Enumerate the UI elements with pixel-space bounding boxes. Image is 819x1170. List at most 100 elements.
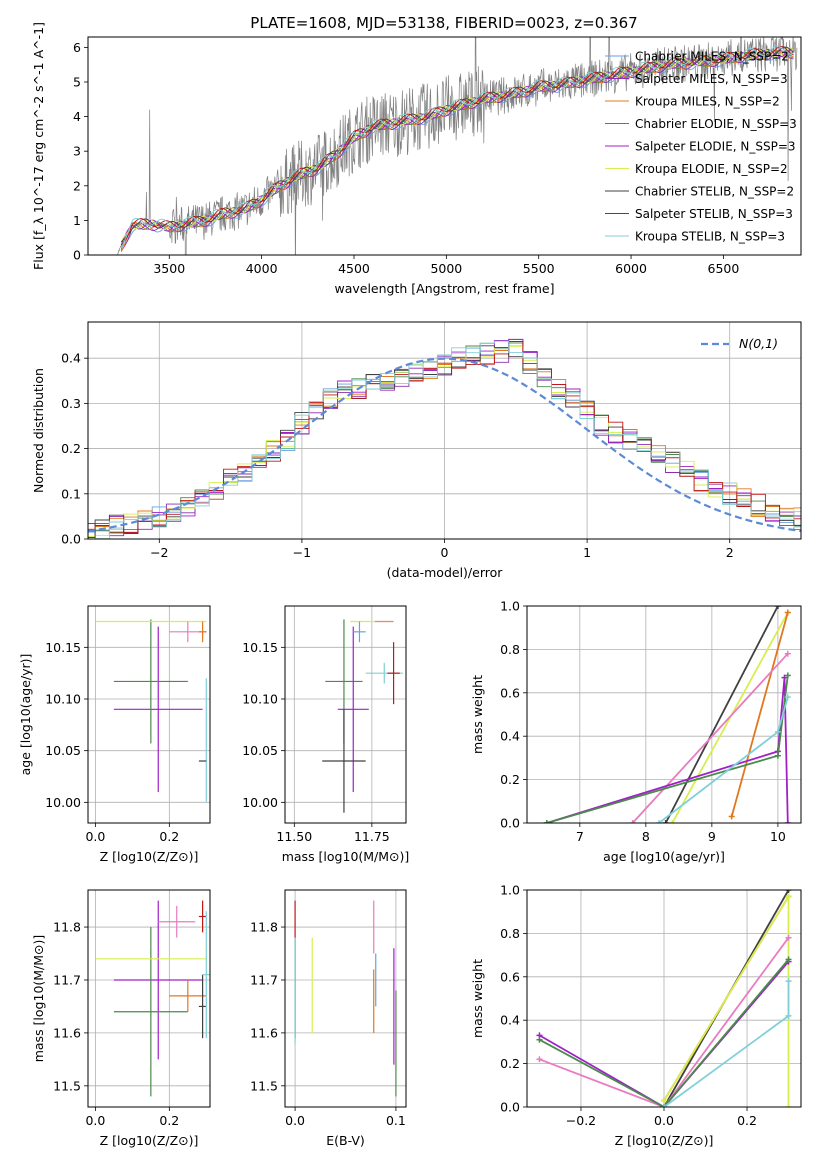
weight-line-3 bbox=[539, 937, 790, 1107]
plot-area bbox=[95, 619, 207, 803]
y-tick-label: 0.0 bbox=[61, 532, 81, 547]
figure-title: PLATE=1608, MJD=53138, FIBERID=0023, z=0… bbox=[250, 14, 637, 32]
y-tick-label: 10.00 bbox=[242, 795, 278, 810]
axes-frame bbox=[284, 605, 407, 824]
plot-area bbox=[536, 890, 792, 1107]
error-bar-point bbox=[387, 642, 400, 705]
x-tick-label: 0.2 bbox=[159, 1113, 179, 1128]
histogram-5 bbox=[88, 345, 801, 537]
weight-line-5 bbox=[539, 958, 790, 1107]
y-tick-label: 11.6 bbox=[250, 1025, 278, 1040]
y-tick-label: 0.6 bbox=[500, 969, 520, 984]
error-bar-point bbox=[353, 621, 366, 643]
x-axis-label: E(B-V) bbox=[326, 1133, 365, 1148]
y-tick-label: 0.8 bbox=[500, 926, 520, 941]
error-bar-point bbox=[113, 626, 203, 792]
y-tick-label: 10.00 bbox=[45, 795, 81, 810]
y-tick-label: 0.2 bbox=[61, 441, 81, 456]
panels: 3500 4000 4500 5000 5500 6000 6500 0 1 2 3 4 5 6 wavel… bbox=[18, 22, 802, 1148]
y-tick-label: 10.10 bbox=[242, 692, 278, 707]
panel-age-vs-mass: 11.50 11.75 10.00 10.05 10.10 10.15 mass [log1… bbox=[242, 605, 409, 864]
x-tick-label: 7 bbox=[576, 829, 584, 844]
y-tick-label: 10.10 bbox=[45, 692, 81, 707]
x-tick-label: 5000 bbox=[430, 261, 462, 276]
y-axis-label: mass weight bbox=[470, 959, 485, 1038]
x-tick-label: 5500 bbox=[523, 261, 555, 276]
model-line-8 bbox=[120, 45, 794, 248]
weight-line-3 bbox=[631, 653, 789, 823]
x-tick-label: −2 bbox=[150, 545, 168, 560]
y-axis-label: mass weight bbox=[470, 675, 485, 754]
y-tick-label: 11.7 bbox=[250, 972, 278, 987]
y-tick-label: 0.1 bbox=[61, 486, 81, 501]
panel-weight-vs-age: 7 8 9 10 0.0 0.2 0.4 0.6 0.8 1.0 age [log10(age/yr… bbox=[470, 599, 802, 864]
x-tick-label: −0.2 bbox=[566, 1113, 596, 1128]
histogram-8 bbox=[88, 340, 801, 539]
legend-label: Salpeter ELODIE, N_SSP=3 bbox=[635, 140, 796, 154]
y-tick-label: 1.0 bbox=[500, 883, 520, 898]
y-tick-label: 11.7 bbox=[53, 972, 81, 987]
y-tick-label: 10.05 bbox=[242, 743, 278, 758]
model-line-3 bbox=[120, 49, 794, 250]
legend-label: Salpeter STELIB, N_SSP=3 bbox=[635, 207, 793, 221]
x-tick-label: 3500 bbox=[153, 261, 185, 276]
panel-mass-vs-EBV: 0.0 0.1 11.5 11.6 11.7 11.8 E(B-V) bbox=[250, 889, 407, 1148]
x-tick-label: 8 bbox=[642, 829, 650, 844]
x-tick-label: 6500 bbox=[708, 261, 740, 276]
x-tick-label: 0.0 bbox=[654, 1113, 674, 1128]
x-tick-label: 2 bbox=[726, 545, 734, 560]
y-tick-label: 0.2 bbox=[500, 1056, 520, 1071]
legend-label: Kroupa STELIB, N_SSP=3 bbox=[635, 230, 785, 244]
legend: Chabrier MILES, N_SSP=2 Salpeter MILES, N… bbox=[605, 50, 797, 244]
x-tick-label: 0.0 bbox=[285, 1113, 305, 1128]
y-tick-label: 0.8 bbox=[500, 642, 520, 657]
legend-label: Chabrier ELODIE, N_SSP=3 bbox=[635, 117, 797, 131]
y-tick-label: 11.8 bbox=[250, 920, 278, 935]
y-tick-label: 0.4 bbox=[61, 351, 81, 366]
x-axis-label: Z [log10(Z/Z⊙)] bbox=[100, 1133, 199, 1148]
y-tick-label: 11.8 bbox=[53, 920, 81, 935]
y-tick-label: 0.0 bbox=[500, 1100, 520, 1115]
weight-line-2 bbox=[730, 612, 789, 817]
plot-area bbox=[95, 900, 210, 1097]
y-tick-label: 0.0 bbox=[500, 816, 520, 831]
y-tick-label: 2 bbox=[73, 178, 81, 193]
legend-label: Chabrier STELIB, N_SSP=2 bbox=[635, 185, 794, 199]
error-bar-point bbox=[198, 621, 207, 643]
legend-label: Salpeter MILES, N_SSP=3 bbox=[635, 72, 788, 86]
y-tick-label: 10.15 bbox=[242, 640, 278, 655]
y-tick-label: 6 bbox=[73, 40, 81, 55]
x-tick-label: 0.2 bbox=[159, 829, 179, 844]
x-tick-label: 0.1 bbox=[386, 1113, 406, 1128]
error-bar-point bbox=[337, 626, 369, 792]
model-line-6 bbox=[120, 46, 794, 243]
error-bar-point bbox=[198, 900, 207, 933]
y-tick-label: 1.0 bbox=[500, 599, 520, 614]
plot-area bbox=[543, 606, 791, 823]
y-tick-label: 3 bbox=[73, 144, 81, 159]
x-tick-label: 9 bbox=[708, 829, 716, 844]
y-tick-label: 4 bbox=[73, 109, 81, 124]
y-tick-label: 10.05 bbox=[45, 743, 81, 758]
model-line-7 bbox=[120, 45, 794, 246]
y-tick-label: 0 bbox=[73, 248, 81, 263]
error-bar-point bbox=[198, 974, 207, 1039]
y-tick-label: 11.6 bbox=[53, 1025, 81, 1040]
histogram-7 bbox=[88, 341, 801, 534]
x-tick-label: 11.50 bbox=[276, 829, 312, 844]
x-axis-label: Z [log10(Z/Z⊙)] bbox=[615, 1133, 714, 1148]
legend-label: Kroupa ELODIE, N_SSP=2 bbox=[635, 162, 788, 176]
x-tick-label: 0 bbox=[441, 545, 449, 560]
plot-area bbox=[294, 900, 397, 1097]
legend: N(0,1) bbox=[701, 336, 778, 351]
legend-label: Chabrier MILES, N_SSP=2 bbox=[635, 50, 789, 64]
x-tick-label: 11.75 bbox=[354, 829, 390, 844]
y-axis-label: mass [log10(M/M⊙)] bbox=[31, 935, 46, 1063]
axes-frame bbox=[284, 889, 407, 1108]
axes-frame bbox=[87, 605, 211, 824]
error-bar-point bbox=[169, 979, 207, 1012]
plot-area bbox=[88, 338, 801, 539]
error-bar-point bbox=[202, 911, 210, 1039]
